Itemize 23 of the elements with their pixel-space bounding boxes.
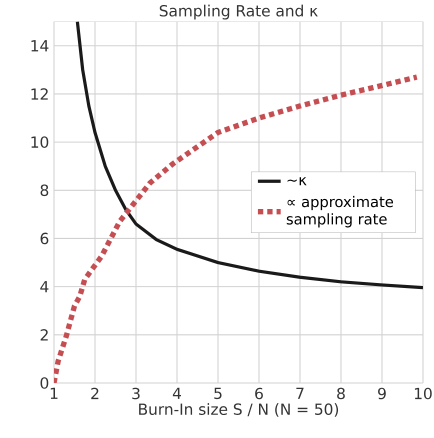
- legend-label: ∝ approximate sampling rate: [286, 196, 394, 228]
- x-tick-label: 5: [214, 388, 222, 400]
- x-axis-title: Burn-In size S / N (N = 50): [139, 403, 338, 417]
- x-tick-label: 1: [50, 388, 58, 399]
- x-tick-label: 2: [91, 388, 98, 400]
- y-tick-label: 4: [40, 281, 48, 292]
- x-tick-label: 3: [132, 388, 140, 400]
- line-series: [76, 22, 423, 290]
- chart-title: Sampling Rate and κ: [160, 4, 318, 20]
- y-tick-label: 14: [31, 40, 48, 52]
- x-tick-label: 6: [255, 388, 263, 400]
- y-tick-label: 0: [40, 377, 48, 389]
- x-tick-label: 4: [172, 388, 182, 399]
- x-tick-label: 9: [378, 388, 386, 400]
- legend-label: ∼κ: [288, 177, 307, 186]
- x-tick-label: 7: [296, 388, 304, 399]
- y-tick-label: 2: [40, 329, 48, 341]
- y-tick-label: 12: [31, 88, 48, 100]
- x-tick-label: 10: [414, 388, 432, 400]
- y-tick-label: 10: [31, 136, 48, 148]
- y-tick-label: 6: [40, 232, 48, 244]
- y-tick-label: 8: [40, 184, 48, 196]
- x-tick-label: 8: [337, 388, 345, 400]
